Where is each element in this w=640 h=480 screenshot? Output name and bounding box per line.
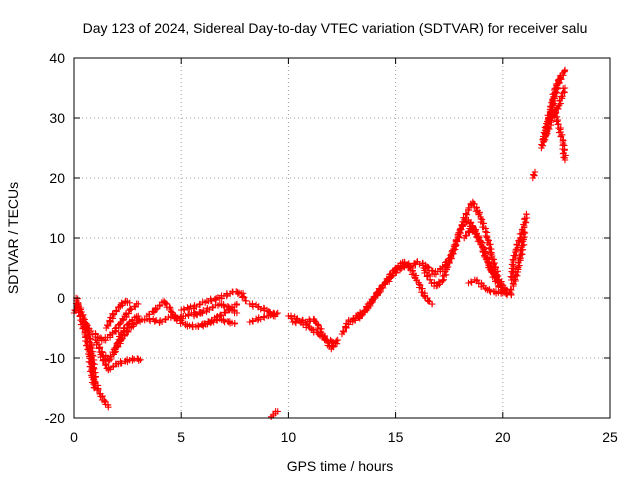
x-tick-label: 20 bbox=[495, 429, 511, 445]
series-trace-17 bbox=[289, 317, 339, 347]
series-trace-5 bbox=[103, 297, 133, 332]
x-tick-label: 15 bbox=[388, 429, 404, 445]
series-trace-10 bbox=[178, 288, 250, 314]
y-tick-label: 0 bbox=[57, 290, 65, 306]
y-tick-label: -10 bbox=[45, 350, 65, 366]
y-tick-label: 10 bbox=[49, 230, 65, 246]
series-trace-30 bbox=[551, 108, 569, 164]
trace-markers bbox=[103, 297, 133, 332]
trace-markers bbox=[289, 317, 339, 347]
series-trace-3 bbox=[79, 300, 142, 344]
x-axis-label: GPS time / hours bbox=[287, 458, 394, 474]
trace-markers bbox=[79, 300, 142, 344]
x-tick-label: 25 bbox=[602, 429, 618, 445]
y-tick-label: 20 bbox=[49, 170, 65, 186]
trace-markers bbox=[268, 408, 281, 420]
trace-markers bbox=[178, 288, 250, 314]
series-trace-11 bbox=[190, 300, 241, 320]
y-tick-label: 30 bbox=[49, 110, 65, 126]
chart-title: Day 123 of 2024, Sidereal Day-to-day VTE… bbox=[83, 20, 588, 36]
series-trace-19 bbox=[349, 258, 416, 326]
series-trace-16 bbox=[285, 312, 341, 353]
trace-markers bbox=[338, 261, 436, 338]
x-tick-label: 10 bbox=[281, 429, 297, 445]
series-trace-22 bbox=[461, 222, 511, 299]
trace-markers bbox=[461, 222, 511, 299]
trace-markers bbox=[199, 315, 238, 329]
y-tick-label: -20 bbox=[45, 410, 65, 426]
series-trace-12 bbox=[199, 315, 238, 329]
trace-markers bbox=[92, 312, 142, 365]
y-tick-label: 40 bbox=[49, 50, 65, 66]
series-trace-18 bbox=[338, 261, 436, 338]
series-trace-26 bbox=[529, 168, 539, 182]
trace-markers bbox=[551, 108, 569, 164]
x-tick-label: 0 bbox=[70, 429, 78, 445]
trace-markers bbox=[190, 300, 241, 320]
series-trace-15 bbox=[268, 408, 281, 420]
data-points bbox=[70, 66, 569, 420]
trace-markers bbox=[349, 258, 416, 326]
trace-markers bbox=[246, 309, 277, 326]
series-trace-25 bbox=[506, 228, 529, 296]
series-trace-7 bbox=[92, 312, 142, 365]
series-trace-23 bbox=[465, 276, 506, 297]
grid-lines bbox=[74, 58, 610, 418]
x-tick-label: 5 bbox=[177, 429, 185, 445]
series-trace-14 bbox=[246, 309, 277, 326]
trace-markers bbox=[529, 168, 539, 182]
y-axis-label: SDTVAR / TECUs bbox=[5, 182, 21, 294]
trace-markers bbox=[285, 312, 341, 353]
trace-markers bbox=[506, 228, 529, 296]
axis-ticks: 0 5 10 15 20 25 -20 -10 0 10 20 30 40 bbox=[45, 50, 618, 445]
trace-markers bbox=[465, 276, 506, 297]
